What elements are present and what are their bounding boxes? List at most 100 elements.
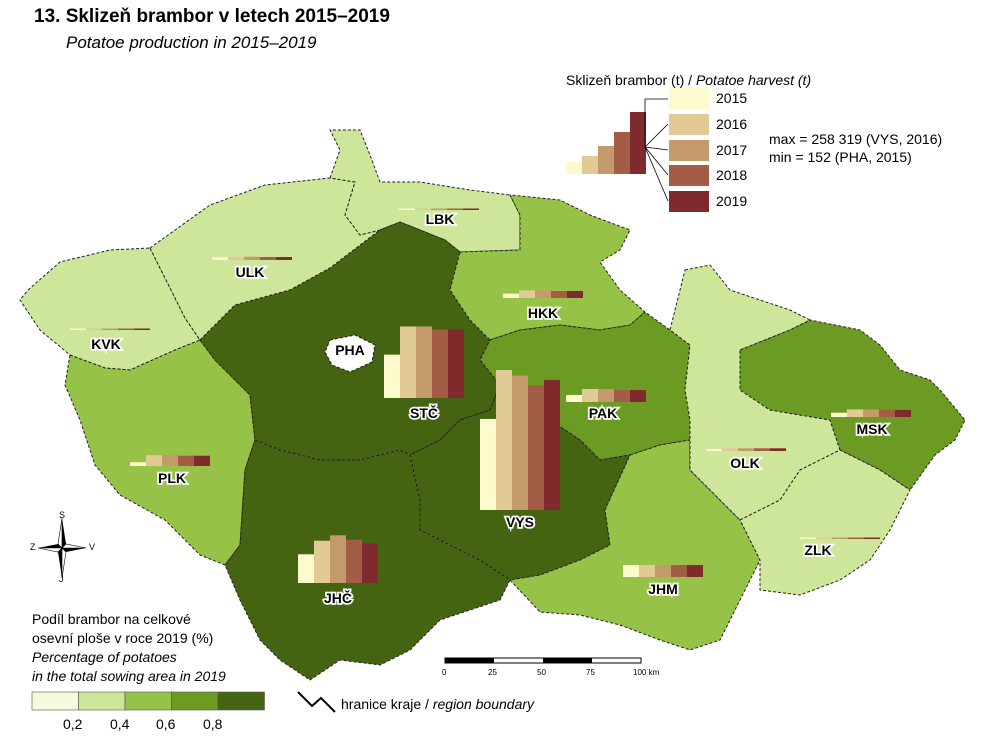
legend-year-2015: 2015 — [716, 90, 748, 106]
harvest-bar-plk-2019 — [194, 455, 210, 466]
harvest-bar-hkk-2018 — [551, 290, 567, 298]
harvest-bar-plk-2017 — [162, 455, 178, 466]
harvest-bar-kvk-2018 — [118, 328, 134, 330]
region-label-jhč: JHČ — [324, 589, 352, 606]
harvest-bar-lbk-2018 — [447, 208, 463, 210]
boundary-legend-symbol — [297, 691, 336, 713]
harvest-bar-jhm-2019 — [687, 565, 703, 577]
compass-north-label: S — [59, 510, 66, 520]
scale-bar — [444, 657, 642, 664]
share-legend-title: Podíl brambor na celkové osevní ploše v … — [32, 611, 226, 684]
harvest-bar-msk-2019 — [895, 409, 911, 417]
harvest-bar-olk-2019 — [770, 448, 786, 451]
harvest-bar-jhm-2016 — [639, 565, 655, 577]
region-label-pha: PHA — [335, 342, 365, 358]
harvest-bar-lbk-2019 — [463, 208, 479, 210]
harvest-bar-pak-2017 — [598, 388, 614, 402]
harvest-bar-stč-2015 — [384, 354, 400, 398]
region-msk[interactable] — [739, 319, 966, 491]
region-label-kvk: KVK — [91, 336, 121, 352]
region-label-olk: OLK — [730, 455, 760, 471]
harvest-bar-olk-2015 — [706, 449, 722, 451]
legend-swatch-2016 — [669, 114, 709, 135]
scale-tick-75: 75 — [586, 668, 595, 677]
harvest-bar-vys-2015 — [480, 418, 496, 510]
scale-tick-100km: 100 km — [633, 668, 660, 677]
legend-swatch-2015 — [669, 88, 709, 109]
legend-year-2016: 2016 — [716, 116, 748, 132]
share-tick-0-4: 0,4 — [110, 716, 130, 732]
harvest-bar-kvk-2016 — [86, 328, 102, 330]
harvest-bar-hkk-2015 — [503, 293, 519, 298]
harvest-bar-jhč-2015 — [298, 554, 314, 583]
harvest-bar-jhč-2019 — [362, 543, 378, 583]
boundary-legend-text: hranice kraje / region boundary — [341, 696, 535, 712]
harvest-bar-stč-2017 — [416, 326, 432, 398]
harvest-bar-kvk-2017 — [102, 328, 118, 330]
harvest-bar-ulk-2018 — [260, 257, 276, 260]
region-hkk[interactable] — [449, 194, 646, 341]
harvest-bar-msk-2017 — [863, 409, 879, 417]
map-subtitle: Potatoe production in 2015–2019 — [66, 33, 317, 52]
harvest-bar-zlk-2015 — [800, 537, 816, 539]
harvest-bar-ulk-2017 — [244, 256, 260, 260]
legend-year-2018: 2018 — [716, 167, 748, 183]
harvest-bar-olk-2018 — [754, 448, 770, 451]
harvest-bar-stč-2019 — [448, 329, 464, 398]
harvest-bar-hkk-2016 — [519, 290, 535, 298]
harvest-bar-pak-2015 — [566, 394, 582, 402]
harvest-bar-vys-2016 — [496, 370, 512, 510]
harvest-bar-kvk-2015 — [70, 328, 86, 330]
compass-west-label: Z — [30, 542, 36, 552]
legend-sample-bar-2017 — [598, 146, 614, 174]
harvest-legend-title: Sklizeň brambor (t) / Potatoe harvest (t… — [566, 72, 812, 88]
harvest-bar-hkk-2019 — [567, 290, 583, 298]
legend-swatch-2017 — [669, 140, 709, 161]
harvest-bar-msk-2018 — [879, 409, 895, 417]
harvest-bar-olk-2016 — [722, 448, 738, 451]
harvest-bar-pak-2016 — [582, 388, 598, 402]
legend-sample-bar-2016 — [582, 156, 598, 174]
region-label-pak: PAK — [589, 405, 618, 421]
harvest-max-note: max = 258 319 (VYS, 2016) — [769, 131, 943, 147]
harvest-bar-hkk-2017 — [535, 290, 551, 298]
harvest-bar-stč-2016 — [400, 326, 416, 398]
harvest-bar-zlk-2019 — [864, 537, 880, 539]
harvest-min-note: min = 152 (PHA, 2015) — [769, 149, 912, 165]
harvest-bar-jhm-2018 — [671, 565, 687, 577]
legend-swatch-2018 — [669, 165, 709, 186]
harvest-bar-zlk-2017 — [832, 537, 848, 539]
harvest-bar-jhč-2016 — [314, 540, 330, 583]
region-jhm[interactable] — [509, 439, 761, 651]
harvest-legend-sample-chart — [566, 112, 646, 174]
share-tick-0-6: 0,6 — [156, 716, 176, 732]
compass-east-label: V — [89, 542, 96, 552]
region-pha[interactable] — [324, 334, 376, 373]
harvest-bar-lbk-2015 — [399, 208, 415, 210]
region-label-hkk: HKK — [528, 305, 558, 321]
harvest-bar-plk-2016 — [146, 455, 162, 466]
region-label-plk: PLK — [158, 470, 186, 486]
region-zlk[interactable] — [739, 449, 911, 596]
legend-sample-bar-2018 — [614, 132, 630, 174]
compass-south-label: J — [59, 574, 64, 584]
share-class-swatch-2 — [124, 691, 172, 711]
harvest-bar-jhč-2017 — [330, 535, 346, 583]
legend-year-2017: 2017 — [716, 142, 748, 158]
harvest-bar-lbk-2017 — [431, 208, 447, 210]
harvest-bar-jhm-2017 — [655, 565, 671, 577]
harvest-bar-plk-2015 — [130, 462, 146, 466]
harvest-bar-jhm-2015 — [623, 565, 639, 577]
harvest-bar-vys-2019 — [544, 379, 560, 510]
harvest-bar-olk-2017 — [738, 448, 754, 451]
harvest-bar-stč-2018 — [432, 329, 448, 398]
legend-sample-bar-2015 — [566, 162, 582, 174]
harvest-bar-ulk-2016 — [228, 256, 244, 260]
harvest-bar-zlk-2016 — [816, 537, 832, 539]
region-plk[interactable] — [64, 339, 256, 566]
region-label-msk: MSK — [856, 421, 887, 437]
region-label-stč: STČ — [410, 404, 438, 421]
share-class-swatch-3 — [171, 691, 219, 711]
harvest-bar-pak-2019 — [630, 390, 646, 402]
